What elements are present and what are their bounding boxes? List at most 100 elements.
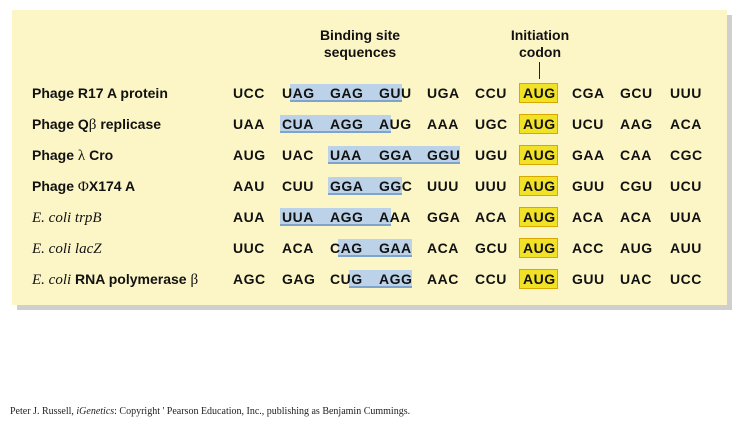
codon: ACA [572,209,604,225]
codon: AUA [233,209,265,225]
codon: AAA [427,116,459,132]
codon: AUG [379,116,412,132]
initiation-codon-highlight [519,176,558,196]
row-label-part: RNA polymerase [71,271,191,287]
codon: ACA [427,240,459,256]
initiation-codon: AUG [523,178,556,194]
row-label: E. coli RNA polymerase β [32,269,198,289]
codon: GAA [572,147,605,163]
row-label-part: E. coli lacZ [32,241,102,257]
binding-site-highlight [280,115,392,133]
codon: UUC [233,240,265,256]
codon: AUU [670,240,702,256]
codon: ACA [282,240,314,256]
row-label-part: Phage Q [32,116,89,132]
row-label-part: E. coli trpB [32,210,102,226]
codon: CUU [282,178,314,194]
codon: CCU [475,85,507,101]
binding-site-highlight [348,270,413,288]
codon: CUA [282,116,314,132]
codon: AAU [233,178,265,194]
codon: ACA [670,116,702,132]
codon: GGC [379,178,413,194]
codon: UAG [282,85,315,101]
codon: GAG [282,271,316,287]
codon: AGG [330,209,364,225]
codon: UCC [233,85,265,101]
row-label-part: X174 A [88,178,136,194]
codon: ACC [572,240,604,256]
codon: ACA [620,209,652,225]
codon: UAA [330,147,362,163]
row-label-part: Phage [32,147,78,163]
initiation-codon: AUG [523,116,556,132]
codon: UCU [670,178,702,194]
codon: UUU [475,178,507,194]
codon: UAC [282,147,314,163]
initiation-codon-highlight [519,207,558,227]
codon: GGA [427,209,461,225]
codon: UGU [475,147,508,163]
codon: UUU [670,85,702,101]
codon: UGA [427,85,460,101]
row-label: Phage Qβ replicase [32,114,161,134]
codon: GGU [427,147,461,163]
initiation-codon-highlight [519,114,558,134]
initiation-codon: AUG [523,271,556,287]
row-label-part: λ [77,148,86,164]
row-label-part: Phage R17 A protein [32,85,168,101]
codon: AUG [620,240,653,256]
codon: UGC [475,116,508,132]
codon: CUG [330,271,363,287]
initiation-pointer [539,62,540,79]
codon: GUU [572,178,605,194]
codon: AAA [379,209,411,225]
codon: GUU [572,271,605,287]
binding-site-highlight [280,208,392,226]
codon: CCU [475,271,507,287]
codon: ACA [475,209,507,225]
initiation-codon-highlight [519,145,558,165]
codon: GCU [475,240,508,256]
codon: GCU [620,85,653,101]
row-label: E. coli lacZ [32,238,102,258]
codon: AGG [330,116,364,132]
codon: UUU [427,178,459,194]
row-label-part: replicase [96,116,162,132]
initiation-codon: AUG [523,85,556,101]
codon: GAA [379,240,412,256]
initiation-codon-header: Initiation codon [510,27,570,60]
row-label-part: β [190,272,199,288]
codon: GGA [330,178,364,194]
codon: UCU [572,116,604,132]
row-label-part: Φ [77,179,89,195]
binding-site-header: Binding site sequences [319,27,401,60]
binding-site-highlight [338,239,413,257]
codon: UUA [282,209,314,225]
binding-site-highlight [290,84,402,102]
initiation-codon: AUG [523,240,556,256]
codon: CGU [620,178,653,194]
binding-site-highlight [328,146,461,164]
codon: AGC [233,271,266,287]
row-label-part: E. coli [32,272,72,288]
initiation-codon: AUG [523,147,556,163]
codon: UUA [670,209,702,225]
copyright-credit: Peter J. Russell, iGenetics: Copyright '… [10,406,411,417]
initiation-codon: AUG [523,209,556,225]
codon: GUU [379,85,412,101]
binding-site-highlight [328,177,402,195]
row-label: Phage R17 A protein [32,83,168,103]
row-label: Phage ΦX174 A [32,176,135,196]
codon: AUG [233,147,266,163]
codon: CAG [330,240,363,256]
row-label-part: β [88,117,97,133]
codon: CGA [572,85,605,101]
row-label: Phage λ Cro [32,145,113,165]
codon: CGC [670,147,703,163]
codon: AAC [427,271,459,287]
codon: UCC [670,271,702,287]
codon: UAC [620,271,652,287]
initiation-codon-highlight [519,238,558,258]
codon: UAA [233,116,265,132]
